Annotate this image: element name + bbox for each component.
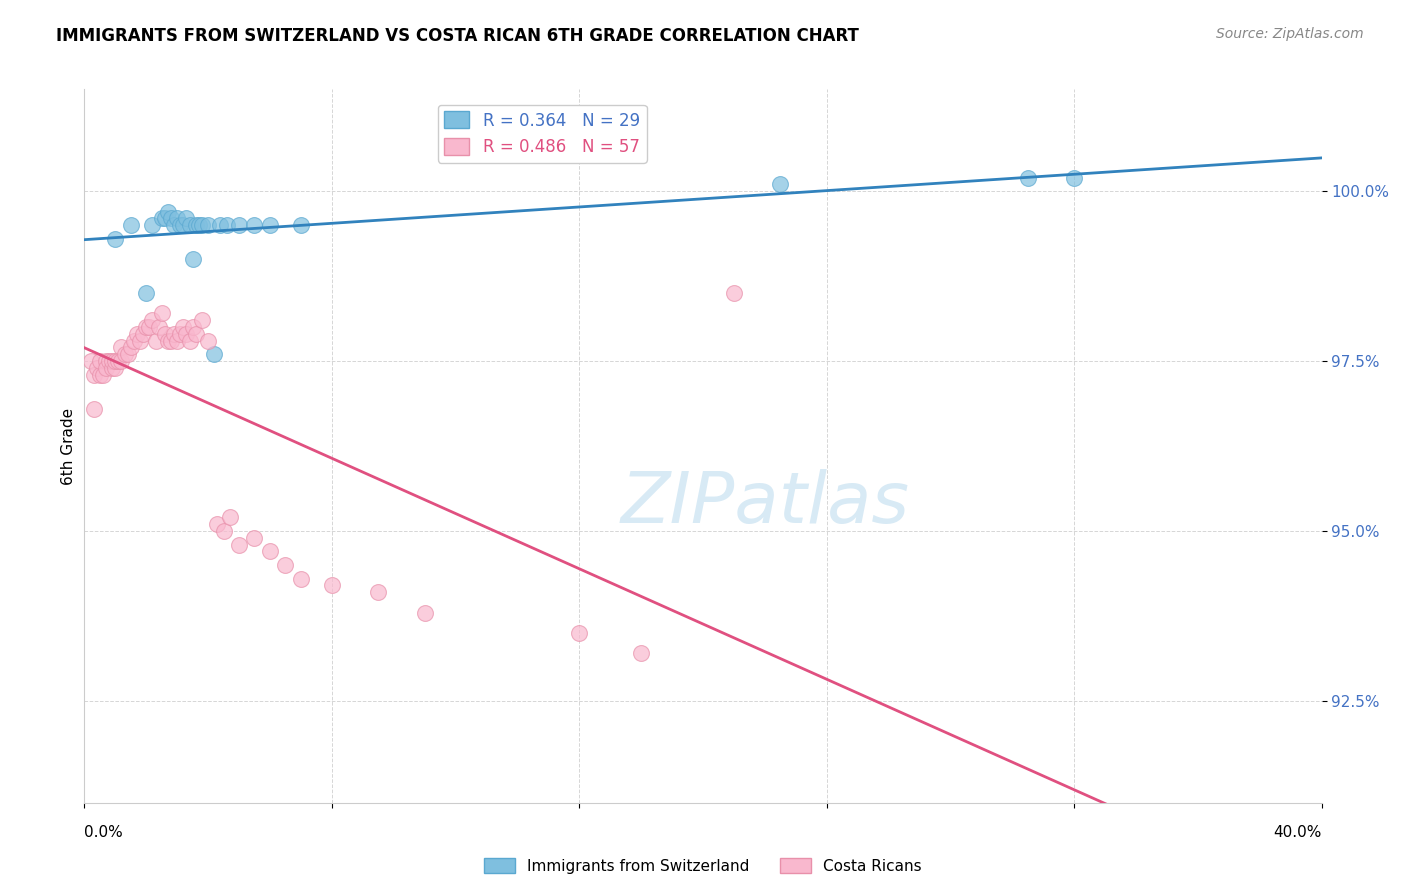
Legend: Immigrants from Switzerland, Costa Ricans: Immigrants from Switzerland, Costa Rican…: [478, 852, 928, 880]
Point: [83, 368, 105, 382]
Point: [181, 252, 204, 266]
Point: [153, 211, 176, 226]
Legend: R = 0.364   N = 29, R = 0.486   N = 57: R = 0.364 N = 29, R = 0.486 N = 57: [437, 104, 647, 162]
Point: [150, 306, 173, 320]
Point: [290, 218, 312, 232]
Point: [156, 334, 179, 348]
Point: [169, 218, 191, 232]
Point: [145, 334, 167, 348]
Point: [132, 326, 155, 341]
Point: [228, 537, 250, 551]
Point: [181, 320, 204, 334]
Point: [120, 218, 142, 232]
Point: [104, 360, 127, 375]
Point: [212, 524, 235, 538]
Point: [94, 354, 117, 368]
Point: [94, 360, 117, 375]
Point: [120, 341, 142, 355]
Point: [169, 326, 191, 341]
Point: [122, 334, 145, 348]
Point: [148, 320, 170, 334]
Point: [163, 218, 186, 232]
Point: [413, 606, 436, 620]
Point: [141, 218, 163, 232]
Point: [630, 646, 652, 660]
Point: [191, 218, 214, 232]
Text: 40.0%: 40.0%: [1274, 825, 1322, 840]
Point: [129, 334, 152, 348]
Point: [215, 218, 238, 232]
Point: [125, 326, 148, 341]
Point: [153, 326, 176, 341]
Point: [172, 218, 194, 232]
Point: [166, 334, 188, 348]
Point: [191, 313, 214, 327]
Point: [83, 401, 105, 416]
Point: [209, 218, 232, 232]
Point: [156, 204, 179, 219]
Point: [1017, 170, 1039, 185]
Point: [184, 218, 207, 232]
Point: [568, 626, 591, 640]
Point: [172, 320, 194, 334]
Point: [114, 347, 136, 361]
Point: [160, 334, 183, 348]
Point: [138, 320, 160, 334]
Text: Source: ZipAtlas.com: Source: ZipAtlas.com: [1216, 27, 1364, 41]
Point: [117, 347, 139, 361]
Point: [98, 354, 121, 368]
Point: [202, 347, 225, 361]
Point: [166, 211, 188, 226]
Point: [135, 320, 157, 334]
Point: [228, 218, 250, 232]
Point: [91, 368, 114, 382]
Point: [141, 313, 163, 327]
Point: [104, 232, 127, 246]
Point: [769, 178, 792, 192]
Point: [110, 354, 132, 368]
Point: [259, 218, 281, 232]
Text: ZIPatlas: ZIPatlas: [620, 468, 910, 538]
Point: [197, 218, 219, 232]
Point: [135, 286, 157, 301]
Point: [79, 354, 101, 368]
Point: [104, 354, 127, 368]
Point: [207, 517, 229, 532]
Point: [150, 211, 173, 226]
Point: [290, 572, 312, 586]
Point: [160, 211, 183, 226]
Text: IMMIGRANTS FROM SWITZERLAND VS COSTA RICAN 6TH GRADE CORRELATION CHART: IMMIGRANTS FROM SWITZERLAND VS COSTA RIC…: [56, 27, 859, 45]
Point: [367, 585, 389, 599]
Point: [107, 354, 129, 368]
Point: [86, 360, 108, 375]
Point: [110, 341, 132, 355]
Point: [187, 218, 209, 232]
Point: [723, 286, 745, 301]
Point: [89, 368, 111, 382]
Point: [179, 218, 201, 232]
Point: [218, 510, 240, 524]
Point: [163, 326, 186, 341]
Point: [89, 354, 111, 368]
Point: [176, 211, 198, 226]
Point: [243, 531, 266, 545]
Point: [259, 544, 281, 558]
Point: [1063, 170, 1085, 185]
Text: 0.0%: 0.0%: [84, 825, 124, 840]
Point: [101, 360, 124, 375]
Point: [197, 334, 219, 348]
Point: [101, 354, 124, 368]
Point: [243, 218, 266, 232]
Point: [274, 558, 297, 572]
Y-axis label: 6th Grade: 6th Grade: [60, 408, 76, 484]
Point: [321, 578, 343, 592]
Point: [179, 334, 201, 348]
Point: [176, 326, 198, 341]
Point: [184, 326, 207, 341]
